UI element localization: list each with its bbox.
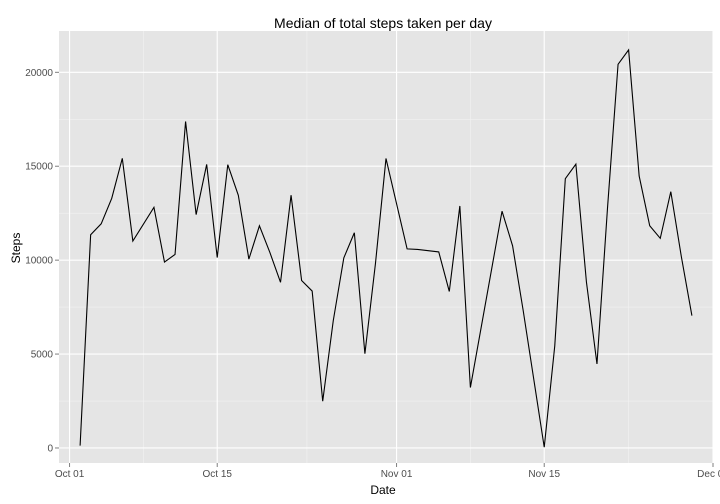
data-point: [290, 194, 293, 197]
data-point: [205, 163, 208, 166]
series-line: [79, 48, 693, 448]
data-point: [690, 314, 693, 317]
data-point: [469, 386, 472, 389]
data-point: [184, 120, 187, 123]
x-tick-label: Nov 01: [381, 469, 413, 480]
data-point: [680, 255, 683, 258]
data-point: [332, 319, 335, 322]
data-point: [342, 256, 345, 259]
data-point: [353, 231, 356, 234]
data-point: [110, 197, 113, 200]
data-point: [79, 444, 82, 447]
data-point: [374, 262, 377, 265]
x-axis-ticks: Oct 01 Oct 15 Nov 01 Nov 15 Dec 01: [55, 463, 720, 480]
data-point: [448, 290, 451, 293]
x-tick-label: Oct 01: [55, 469, 85, 480]
data-point: [501, 210, 504, 213]
y-axis-ticks: 0 5000 10000 15000 20000: [25, 68, 59, 454]
data-point: [258, 224, 261, 227]
data-point: [648, 224, 651, 227]
y-tick-label: 10000: [25, 256, 53, 267]
data-point: [237, 194, 240, 197]
data-point: [617, 63, 620, 66]
data-point: [659, 237, 662, 240]
data-point: [627, 48, 630, 51]
y-tick-label: 15000: [25, 162, 53, 173]
data-point: [416, 248, 419, 251]
data-point: [564, 177, 567, 180]
x-axis-title: Date: [370, 483, 396, 497]
data-point: [163, 261, 166, 264]
data-point: [638, 175, 641, 178]
data-point: [574, 163, 577, 166]
y-tick-label: 20000: [25, 68, 53, 79]
y-tick-label: 0: [47, 443, 53, 454]
data-point: [406, 247, 409, 250]
y-axis-title: Steps: [9, 233, 23, 264]
data-point: [511, 244, 514, 247]
data-point: [595, 362, 598, 365]
x-tick-label: Nov 15: [528, 469, 560, 480]
data-point: [363, 352, 366, 355]
y-tick-label: 5000: [31, 350, 54, 361]
data-point: [268, 251, 271, 254]
data-point: [247, 258, 250, 261]
data-point: [226, 163, 229, 166]
data-point: [300, 279, 303, 282]
data-point: [522, 309, 525, 312]
data-point: [152, 206, 155, 209]
data-point: [311, 290, 314, 293]
data-point: [131, 240, 134, 243]
data-point: [606, 206, 609, 209]
plot-panel: [59, 31, 713, 463]
data-point: [585, 280, 588, 283]
x-tick-label: Dec 01: [697, 469, 720, 480]
data-point: [553, 344, 556, 347]
data-point: [279, 281, 282, 284]
data-point: [458, 205, 461, 208]
data-point: [121, 157, 124, 160]
grid-minor: [59, 31, 713, 463]
data-point: [216, 256, 219, 259]
x-tick-label: Oct 15: [202, 469, 232, 480]
data-point: [100, 222, 103, 225]
data-point: [321, 400, 324, 403]
chart-title: Median of total steps taken per day: [274, 15, 492, 31]
data-point: [385, 157, 388, 160]
data-point: [543, 446, 546, 449]
data-point: [89, 233, 92, 236]
data-point: [174, 253, 177, 256]
data-point: [669, 190, 672, 193]
data-point: [195, 213, 198, 216]
data-point: [437, 250, 440, 253]
